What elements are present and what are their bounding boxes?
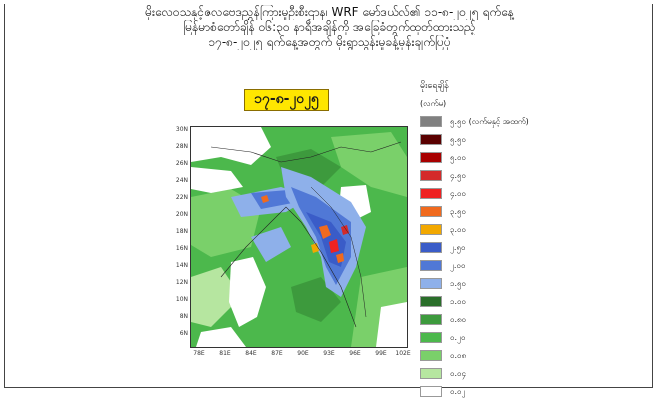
header: မိုးလေဝသနှင့်ဇလဗေဒညွှန်ကြားမှုဦးစီးဌာန၊ … bbox=[0, 0, 659, 50]
legend-label: ၁.၅၀ bbox=[450, 279, 467, 288]
legend-item: ၅.၅၀ (လက်မနှင့် အထက်) bbox=[420, 116, 590, 129]
lon-label: 102E bbox=[395, 350, 411, 357]
legend-item: ၀.၈၀ bbox=[420, 314, 590, 327]
legend-item: ၄.၀၀ bbox=[420, 188, 590, 201]
legend-swatch bbox=[420, 350, 442, 361]
lat-label: 22N bbox=[175, 194, 188, 201]
legend-item: ၁.၀၀ bbox=[420, 296, 590, 309]
lon-label: 90E bbox=[297, 350, 309, 357]
legend-label: ၂.၅၀ bbox=[450, 243, 466, 252]
legend-label: ၀.၀၄ bbox=[450, 369, 467, 378]
lat-label: 18N bbox=[175, 228, 188, 235]
legend-item: ၅.၅၀ bbox=[420, 134, 590, 147]
legend-item: ၂.၅၀ bbox=[420, 242, 590, 255]
legend-label: ၄.၀၀ bbox=[450, 189, 467, 198]
lon-label: 87E bbox=[271, 350, 283, 357]
legend-swatch bbox=[420, 116, 442, 127]
legend-swatch bbox=[420, 332, 442, 343]
legend-label: ၃.၀၀ bbox=[450, 225, 467, 234]
legend-label: ၀.၈၀ bbox=[450, 315, 467, 324]
legend-item: ၁.၅၀ bbox=[420, 278, 590, 291]
legend-label: ၀.၂၀ bbox=[450, 333, 466, 342]
legend-item: ၂.၀၀ bbox=[420, 260, 590, 273]
lat-label: 12N bbox=[175, 279, 188, 286]
legend-swatch bbox=[420, 134, 442, 145]
legend-label: ၄.၅၀ bbox=[450, 171, 467, 180]
legend-label: ၀.၀၈ bbox=[450, 351, 467, 360]
lat-label: 6N bbox=[179, 330, 188, 337]
legend-label: ၂.၀၀ bbox=[450, 261, 466, 270]
legend-swatch bbox=[420, 314, 442, 325]
lat-label: 30N bbox=[175, 126, 188, 133]
legend-swatch bbox=[420, 242, 442, 253]
lon-label: 84E bbox=[245, 350, 257, 357]
lat-label: 20N bbox=[175, 211, 188, 218]
legend-swatch bbox=[420, 260, 442, 271]
header-line-1: မိုးလေဝသနှင့်ဇလဗေဒညွှန်ကြားမှုဦးစီးဌာန၊ … bbox=[145, 5, 514, 19]
lat-label: 8N bbox=[179, 313, 188, 320]
legend-label: ၁.၀၀ bbox=[450, 297, 467, 306]
header-line-2: မြန်မာစံတော်ချိန် ၀၆:၃၀ နာရီအချိန်ကို အခ… bbox=[183, 20, 476, 34]
legend-swatch bbox=[420, 188, 442, 199]
legend-swatch bbox=[420, 368, 442, 379]
legend-unit: (လက်မ) bbox=[420, 99, 447, 108]
legend-swatch bbox=[420, 224, 442, 235]
legend-swatch bbox=[420, 170, 442, 181]
lon-label: 96E bbox=[349, 350, 361, 357]
lon-label: 99E bbox=[375, 350, 387, 357]
rainfall-map-canvas bbox=[191, 127, 407, 347]
legend-label: ၅.၅၀ (လက်မနှင့် အထက်) bbox=[450, 117, 529, 126]
legend-swatch bbox=[420, 278, 442, 289]
lat-label: 14N bbox=[175, 262, 188, 269]
lon-label: 93E bbox=[323, 350, 335, 357]
lon-label: 78E bbox=[193, 350, 205, 357]
legend-item: ၃.၅၀ bbox=[420, 206, 590, 219]
legend-swatch bbox=[420, 152, 442, 163]
legend-swatch bbox=[420, 206, 442, 217]
lat-label: 28N bbox=[175, 143, 188, 150]
lat-label: 16N bbox=[175, 245, 188, 252]
forecast-date-box: ၁၇-၈-၂၀၂၅ bbox=[244, 89, 329, 111]
lat-label: 24N bbox=[175, 177, 188, 184]
legend-item: ၃.၀၀ bbox=[420, 224, 590, 237]
legend-item: ၀.၀၈ bbox=[420, 350, 590, 363]
legend-item: ၀.၀၂ bbox=[420, 386, 590, 399]
legend-label: ၅.၅၀ bbox=[450, 135, 467, 144]
legend-item: ၄.၅၀ bbox=[420, 170, 590, 183]
lat-label: 10N bbox=[175, 296, 188, 303]
legend-item: ၀.၂၀ bbox=[420, 332, 590, 345]
legend-title: မိုးရေချိန် bbox=[420, 81, 449, 91]
legend-item: ၀.၀၄ bbox=[420, 368, 590, 381]
legend-label: ၃.၅၀ bbox=[450, 207, 467, 216]
lat-label: 26N bbox=[175, 160, 188, 167]
rainfall-map bbox=[190, 126, 408, 348]
header-line-3: ၁၇-၈-၂၀၂၅ ရက်နေ့အတွက် မိုးရွာသွန်းမှုခန့… bbox=[208, 35, 451, 49]
legend-label: ၅.၀၀ bbox=[450, 153, 467, 162]
legend-item: ၅.၀၀ bbox=[420, 152, 590, 165]
legend-swatch bbox=[420, 296, 442, 307]
lon-label: 81E bbox=[219, 350, 231, 357]
